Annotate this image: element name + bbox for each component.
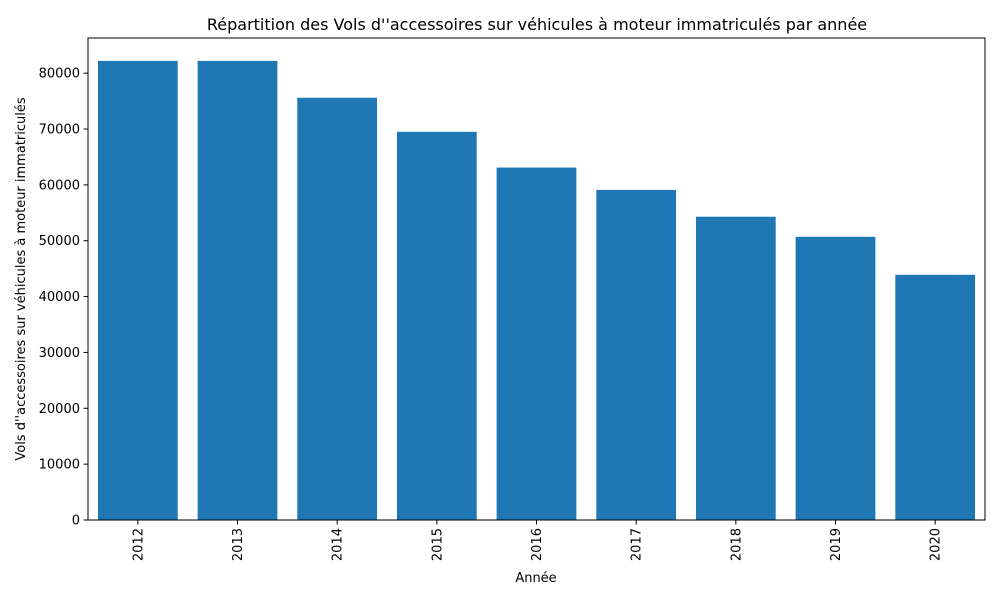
y-axis-label: Vols d''accessoires sur véhicules à mote… [14, 97, 29, 461]
y-tick-label: 50000 [39, 234, 80, 249]
bars-group [97, 60, 976, 521]
y-tick-label: 80000 [39, 67, 80, 82]
y-tick-label: 60000 [39, 178, 80, 193]
bar-2017 [596, 189, 677, 521]
x-tick-label: 2020 [929, 528, 944, 561]
x-axis-label: Année [515, 571, 556, 586]
x-tick-label: 2016 [530, 528, 545, 561]
x-tick-label: 2018 [729, 528, 744, 561]
bar-2019 [795, 236, 876, 520]
bar-2013 [197, 60, 278, 521]
y-tick-label: 70000 [39, 123, 80, 138]
x-tick-label: 2019 [829, 528, 844, 561]
x-tick-label: 2017 [630, 528, 645, 561]
y-tick-label: 10000 [39, 458, 80, 473]
bar-2016 [496, 167, 577, 520]
y-tick-label: 40000 [39, 290, 80, 305]
bar-2014 [297, 97, 378, 520]
y-tick-label: 0 [72, 514, 80, 529]
bar-2018 [695, 216, 776, 521]
chart-title: Répartition des Vols d''accessoires sur … [207, 15, 867, 34]
x-tick-label: 2012 [131, 528, 146, 561]
x-tick-label: 2015 [430, 528, 445, 561]
plot-frame [87, 37, 986, 521]
bar-2015 [396, 131, 477, 520]
y-tick-label: 30000 [39, 346, 80, 361]
x-tick-label: 2014 [331, 528, 346, 561]
bar-2020 [895, 274, 976, 520]
x-axis: 2012 2013 2014 2015 2016 2017 2018 2019 2020 [131, 520, 944, 561]
y-tick-label: 20000 [39, 402, 80, 417]
x-tick-label: 2013 [231, 528, 246, 561]
y-axis: 0 10000 20000 30000 40000 50000 60000 70000 8000… [39, 67, 88, 529]
bar-2012 [97, 60, 178, 521]
